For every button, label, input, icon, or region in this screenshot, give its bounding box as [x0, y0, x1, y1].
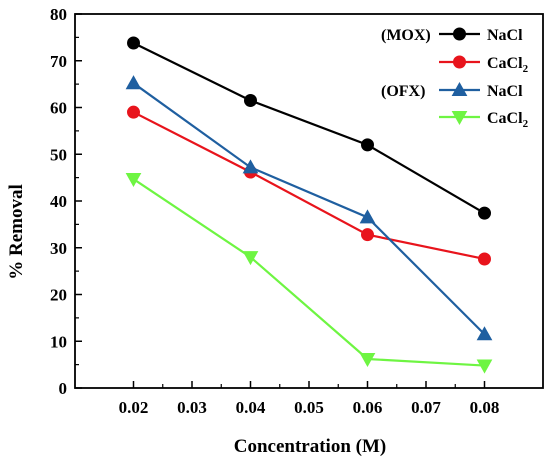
data-point: [359, 353, 376, 368]
x-axis-title: Concentration (M): [234, 436, 387, 457]
legend-label: CaCl2: [487, 110, 529, 130]
series-line: [132, 82, 486, 336]
data-point: [125, 75, 142, 90]
series-1: [127, 36, 491, 220]
data-point: [476, 359, 493, 374]
x-tick-label: 0.02: [119, 398, 149, 417]
series-line: [132, 111, 485, 261]
legend-entry-4: CaCl2: [439, 110, 529, 130]
series-3: [125, 75, 493, 341]
legend-entry-2: CaCl2: [439, 55, 529, 75]
legend-marker: [451, 81, 468, 96]
data-point: [361, 138, 374, 152]
y-tick-label: 70: [50, 52, 67, 71]
y-tick-label: 50: [50, 145, 67, 164]
data-point: [359, 209, 376, 224]
x-tick-label: 0.06: [353, 398, 383, 417]
y-tick-label: 20: [50, 286, 67, 305]
legend-marker: [453, 27, 466, 41]
x-tick-label: 0.03: [177, 398, 207, 417]
legend-entry-3: (OFX) NaCl: [381, 81, 523, 100]
data-point: [478, 252, 491, 266]
data-point: [125, 173, 142, 188]
chart-series: [125, 36, 493, 374]
y-tick-label: 40: [50, 192, 67, 211]
data-point: [127, 105, 140, 119]
legend-marker: [453, 55, 466, 69]
legend-label-subscript: 2: [523, 63, 529, 75]
chart-axes: 0.02 0.03 0.04 0.05 0.06 0.07 0.08 0 10 20 30 40 50 6…: [50, 5, 544, 417]
series-line: [133, 41, 486, 215]
data-point: [361, 228, 374, 242]
y-tick-label: 0: [59, 379, 68, 398]
y-tick-label: 80: [50, 5, 67, 24]
data-point: [476, 326, 493, 341]
legend-label-subscript: 2: [523, 118, 529, 130]
legend-label: CaCl2: [487, 55, 529, 75]
y-tick-label: 30: [50, 239, 67, 258]
legend-group-label: (OFX): [381, 83, 425, 100]
x-tick-label: 0.04: [236, 398, 266, 417]
legend-group-label: (MOX): [381, 27, 431, 44]
y-tick-label: 60: [50, 99, 67, 118]
x-tick-label: 0.07: [411, 398, 441, 417]
y-tick-label: 10: [50, 332, 67, 351]
legend-entry-1: (MOX) NaCl: [381, 27, 523, 44]
data-point: [242, 251, 259, 266]
data-point: [127, 36, 140, 50]
plot-frame: [74, 13, 544, 389]
data-point: [242, 159, 259, 174]
data-point: [244, 93, 257, 107]
data-point: [478, 206, 491, 220]
x-tick-label: 0.05: [294, 398, 324, 417]
legend-label: NaCl: [487, 27, 523, 44]
x-tick-label: 0.08: [470, 398, 500, 417]
y-axis-title: % Removal: [6, 184, 27, 280]
legend-marker: [451, 111, 468, 126]
chart-legend: (MOX) NaCl CaCl2 (OFX) NaCl CaCl2: [381, 27, 529, 130]
series-4: [125, 173, 493, 374]
series-line: [132, 178, 485, 367]
legend-label: NaCl: [487, 83, 523, 100]
